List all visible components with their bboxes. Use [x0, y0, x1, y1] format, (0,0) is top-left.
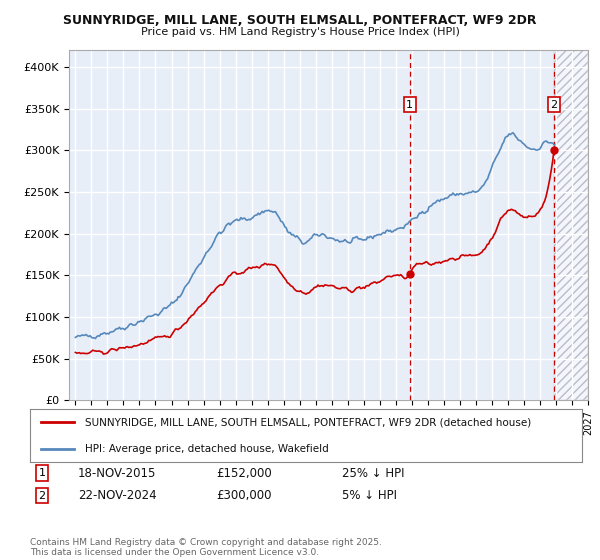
- Bar: [554, 50, 588, 400]
- Text: 25% ↓ HPI: 25% ↓ HPI: [342, 466, 404, 480]
- Text: 2: 2: [550, 100, 557, 110]
- Text: SUNNYRIDGE, MILL LANE, SOUTH ELMSALL, PONTEFRACT, WF9 2DR (detached house): SUNNYRIDGE, MILL LANE, SOUTH ELMSALL, PO…: [85, 417, 532, 427]
- Text: £152,000: £152,000: [216, 466, 272, 480]
- Text: 5% ↓ HPI: 5% ↓ HPI: [342, 489, 397, 502]
- Text: 2: 2: [38, 491, 46, 501]
- Text: Price paid vs. HM Land Registry's House Price Index (HPI): Price paid vs. HM Land Registry's House …: [140, 27, 460, 37]
- Text: SUNNYRIDGE, MILL LANE, SOUTH ELMSALL, PONTEFRACT, WF9 2DR: SUNNYRIDGE, MILL LANE, SOUTH ELMSALL, PO…: [63, 14, 537, 27]
- Text: 18-NOV-2015: 18-NOV-2015: [78, 466, 157, 480]
- Text: 1: 1: [406, 100, 413, 110]
- Text: HPI: Average price, detached house, Wakefield: HPI: Average price, detached house, Wake…: [85, 444, 329, 454]
- Bar: [554, 50, 588, 400]
- Text: 22-NOV-2024: 22-NOV-2024: [78, 489, 157, 502]
- Text: 1: 1: [38, 468, 46, 478]
- Text: £300,000: £300,000: [216, 489, 271, 502]
- Text: Contains HM Land Registry data © Crown copyright and database right 2025.
This d: Contains HM Land Registry data © Crown c…: [30, 538, 382, 557]
